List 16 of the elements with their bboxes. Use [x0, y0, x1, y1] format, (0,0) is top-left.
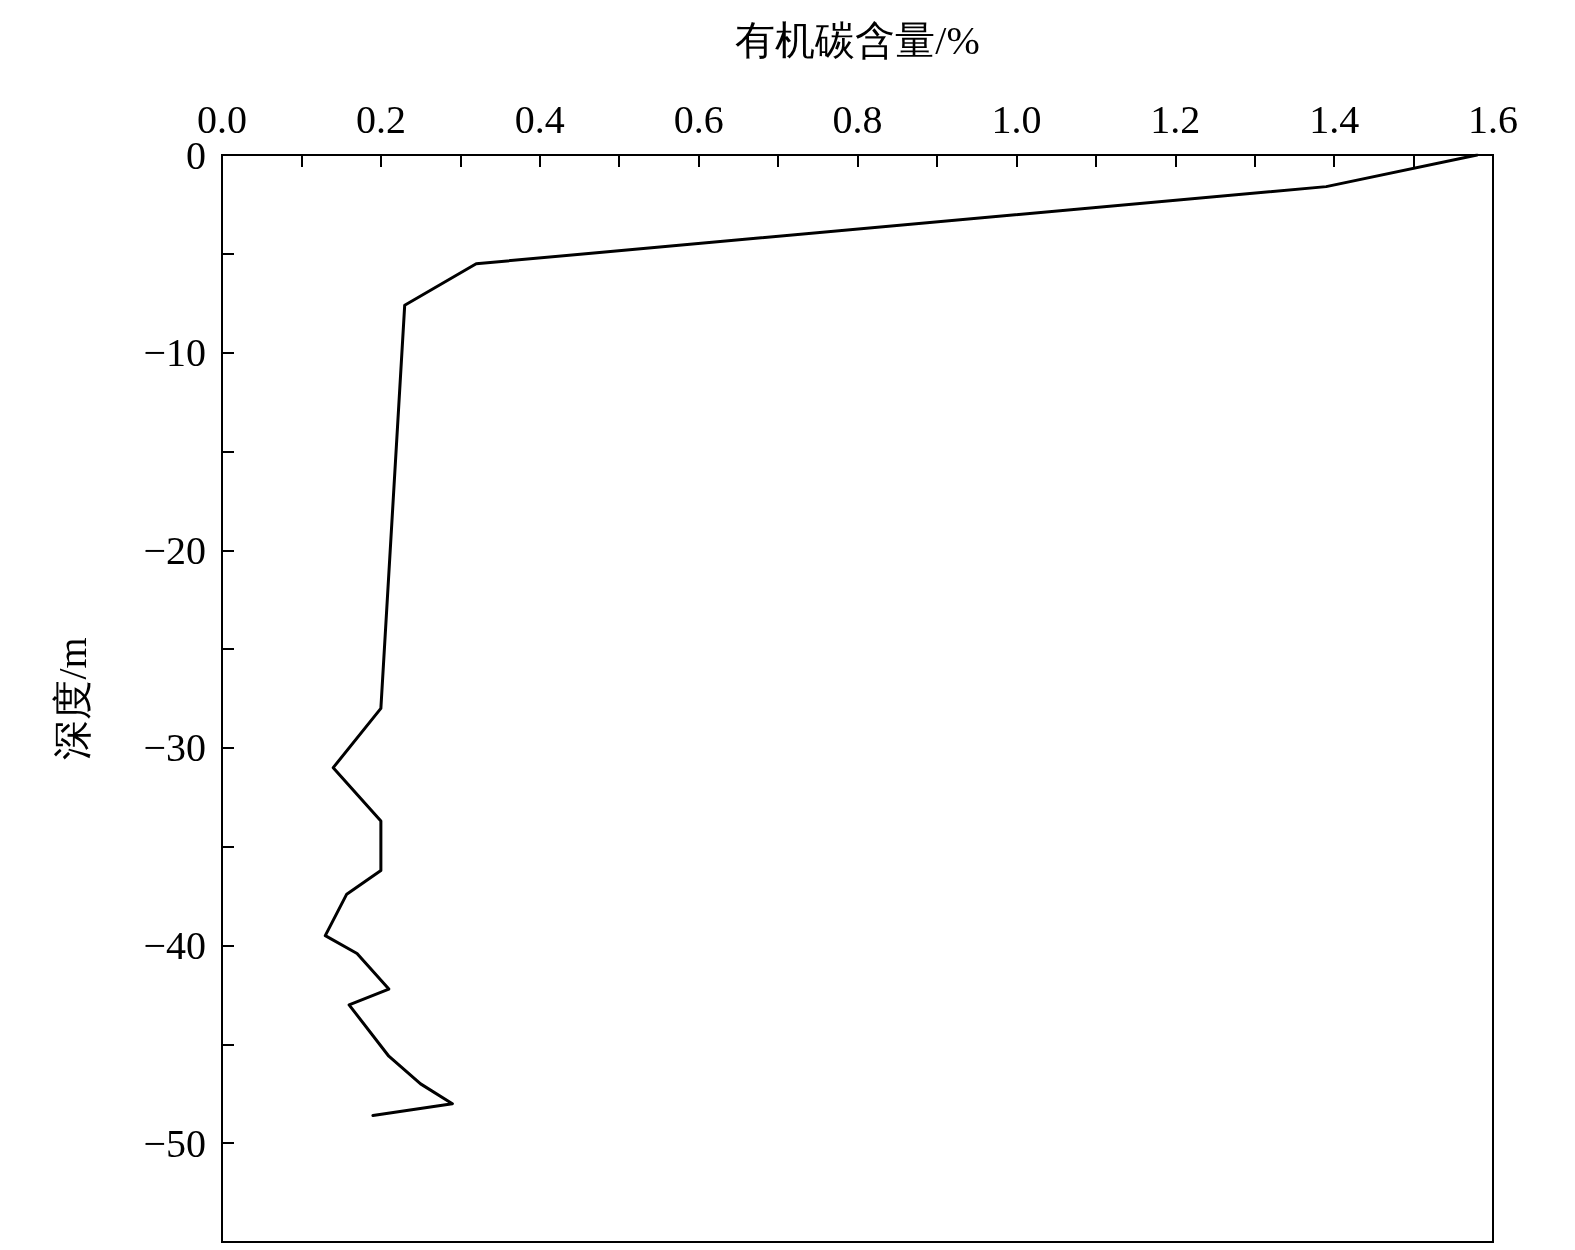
line-series	[323, 153, 1479, 1118]
y-tick-label: −50	[143, 1120, 206, 1166]
x-axis-title: 有机碳含量/%	[735, 17, 980, 63]
y-tick-label: −40	[143, 923, 206, 969]
x-tick-label: 1.6	[1468, 96, 1518, 142]
y-tick-label: −20	[143, 527, 206, 573]
x-tick-label: 0.8	[832, 96, 883, 142]
x-tick-label: 0.6	[673, 96, 724, 142]
y-tick-label: −10	[143, 330, 206, 376]
y-axis-title: 深度/m	[49, 637, 95, 760]
x-tick-label: 0.4	[514, 96, 565, 142]
x-tick-label: 0.2	[355, 96, 406, 142]
x-tick-label: 1.2	[1150, 96, 1201, 142]
x-tick-label: 1.4	[1309, 96, 1360, 142]
x-tick-label: 1.0	[991, 96, 1042, 142]
y-tick-label: −30	[143, 725, 206, 771]
